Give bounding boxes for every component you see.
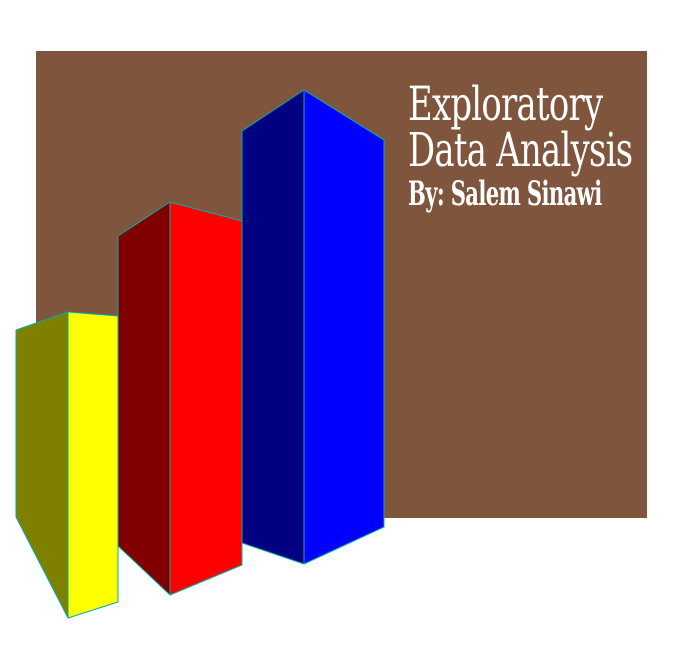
blue-bar-front-face	[303, 89, 385, 565]
red-bar	[117, 201, 243, 596]
red-bar-side-face	[117, 201, 171, 596]
yellow-bar-side-face	[15, 311, 69, 619]
yellow-bar-front-face	[67, 311, 119, 619]
yellow-bar	[15, 311, 119, 619]
title-block: Exploratory Data Analysis By: Salem Sina…	[408, 77, 648, 214]
title-line-2: Data Analysis	[408, 123, 633, 178]
title-line-1: Exploratory	[408, 77, 603, 132]
author-byline: By: Salem Sinawi	[408, 174, 602, 214]
blue-bar	[241, 89, 385, 565]
red-bar-front-face	[169, 201, 243, 596]
blue-bar-side-face	[241, 89, 305, 565]
